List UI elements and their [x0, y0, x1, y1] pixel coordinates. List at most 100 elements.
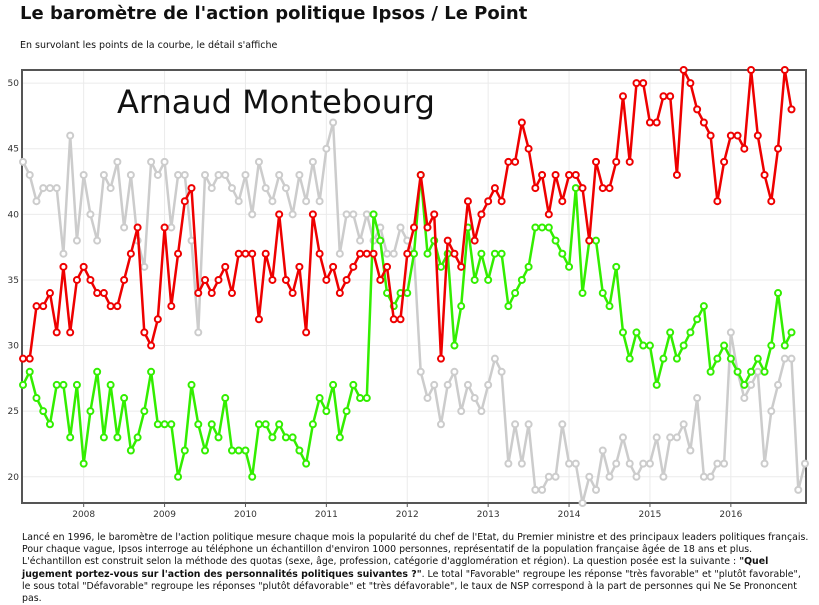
data-point [699, 472, 708, 481]
data-point [767, 341, 776, 350]
data-point [268, 433, 277, 442]
data-point [740, 380, 749, 389]
data-point [356, 394, 365, 403]
data-point [147, 341, 156, 350]
data-point [254, 157, 263, 166]
data-point [45, 184, 54, 193]
data-point [423, 394, 432, 403]
data-point [706, 131, 715, 140]
data-point [578, 289, 587, 298]
data-point [248, 249, 257, 258]
data-point [295, 262, 304, 271]
data-point [450, 367, 459, 376]
data-point [93, 367, 102, 376]
page-title: Le baromètre de l'action politique Ipsos… [20, 3, 528, 24]
data-point [201, 275, 210, 284]
x-tick-label: 2012 [396, 510, 419, 520]
data-point [659, 472, 668, 481]
data-point [281, 275, 290, 284]
data-point [174, 249, 183, 258]
data-point [315, 249, 324, 258]
data-point [248, 472, 257, 481]
data-point [713, 354, 722, 363]
data-point [187, 380, 196, 389]
data-point [423, 249, 432, 258]
data-point [787, 354, 796, 363]
data-point [140, 328, 149, 337]
data-point [126, 446, 135, 455]
data-point [308, 157, 317, 166]
y-tick-label: 50 [8, 79, 20, 89]
series-0 [19, 118, 809, 507]
data-point [753, 131, 762, 140]
data-point [625, 459, 634, 468]
data-point [558, 249, 567, 258]
data-point [201, 170, 210, 179]
data-point [484, 380, 493, 389]
data-point [288, 289, 297, 298]
data-point [463, 197, 472, 206]
page-subtitle: En survolant les points de la courbe, le… [20, 40, 278, 51]
data-point [713, 197, 722, 206]
data-point [666, 328, 675, 337]
data-point [747, 380, 756, 389]
data-point [652, 433, 661, 442]
data-point [517, 275, 526, 284]
data-point [133, 433, 142, 442]
data-point [45, 420, 54, 429]
data-point [747, 367, 756, 376]
data-point [113, 157, 122, 166]
data-point [726, 328, 735, 337]
data-point [160, 157, 169, 166]
x-tick-label: 2011 [315, 510, 338, 520]
data-point [194, 328, 203, 337]
data-point [227, 289, 236, 298]
data-point [551, 170, 560, 179]
data-point [147, 157, 156, 166]
data-point [295, 170, 304, 179]
data-point [430, 380, 439, 389]
data-point [618, 92, 627, 101]
data-point [551, 236, 560, 245]
data-point [463, 380, 472, 389]
data-point [416, 170, 425, 179]
data-point [753, 367, 762, 376]
data-point [133, 223, 142, 232]
data-point [403, 289, 412, 298]
data-point [625, 157, 634, 166]
x-tick-label: 2009 [153, 510, 176, 520]
y-tick-label: 45 [8, 145, 19, 155]
data-point [517, 459, 526, 468]
data-point [686, 79, 695, 88]
data-point [598, 446, 607, 455]
data-point [160, 420, 169, 429]
data-point [153, 170, 162, 179]
data-point [639, 79, 648, 88]
data-point [147, 367, 156, 376]
data-point [241, 249, 250, 258]
data-point [376, 275, 385, 284]
data-point [86, 210, 95, 219]
data-point [59, 262, 68, 271]
data-point [342, 210, 351, 219]
data-point [207, 289, 216, 298]
data-point [679, 341, 688, 350]
data-point [497, 249, 506, 258]
data-point [693, 394, 702, 403]
data-point [194, 289, 203, 298]
data-point [794, 485, 803, 494]
data-point [52, 184, 61, 193]
description-part-1: Lancé en 1996, le baromètre de l'action … [22, 532, 809, 568]
data-point [774, 144, 783, 153]
data-point [639, 341, 648, 350]
data-point [592, 157, 601, 166]
data-point [356, 249, 365, 258]
data-point [760, 367, 769, 376]
data-point [66, 131, 75, 140]
data-point [666, 92, 675, 101]
data-point [679, 66, 688, 74]
data-point [234, 197, 243, 206]
data-point [174, 170, 183, 179]
data-point [511, 157, 520, 166]
